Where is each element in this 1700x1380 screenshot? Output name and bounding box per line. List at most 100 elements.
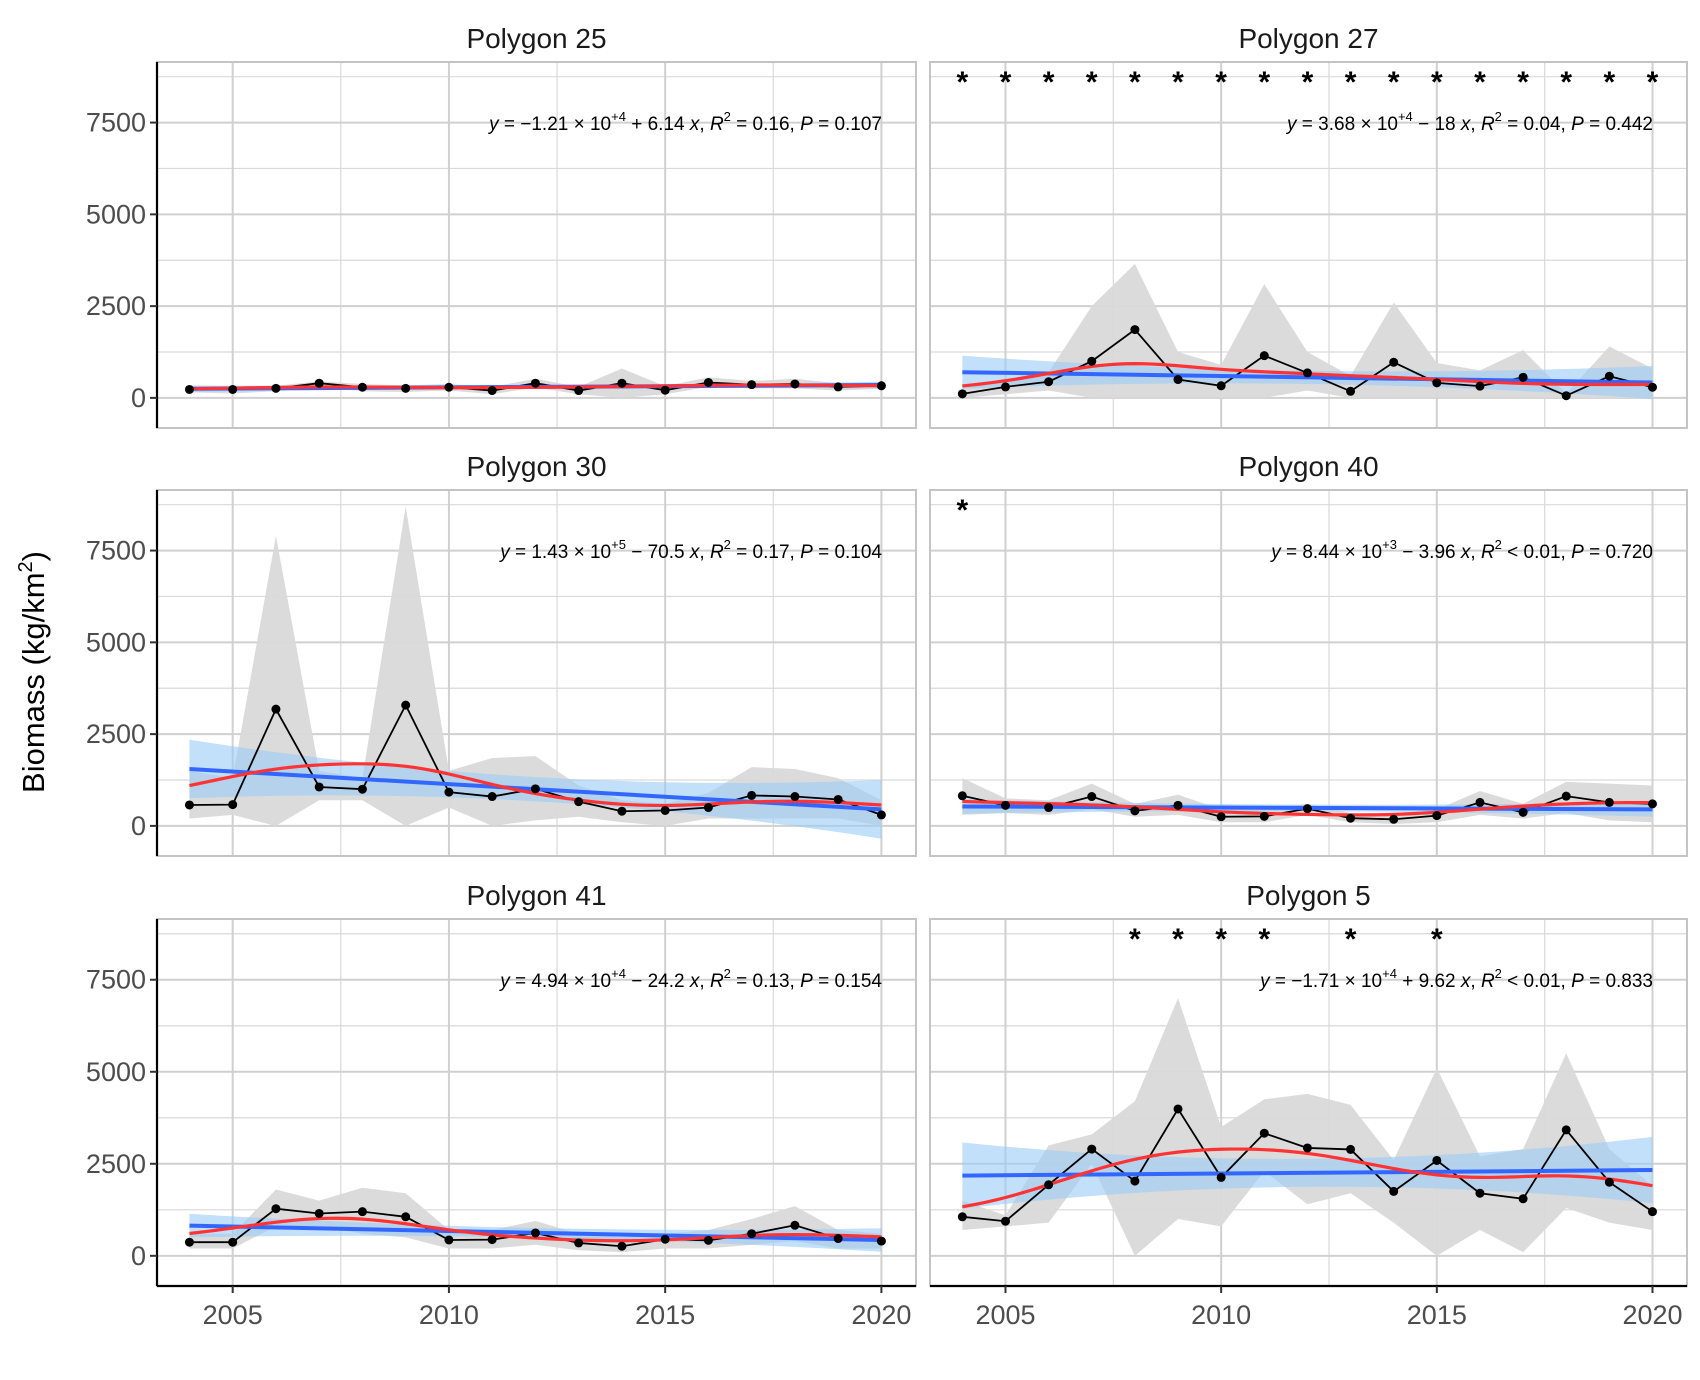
data-point bbox=[703, 377, 713, 387]
significance-asterisk: * bbox=[1517, 66, 1529, 99]
data-point bbox=[487, 792, 497, 802]
panel-polygon-5: Polygon 5 * * * * * * y = −1.71 × 10+4 + 9.62 x… bbox=[929, 880, 1688, 1330]
significance-asterisk: * bbox=[1172, 923, 1184, 956]
data-point bbox=[1173, 375, 1183, 385]
data-point bbox=[1518, 807, 1528, 817]
regression-equation: y = −1.71 × 10+4 + 9.62 x, R2 < 0.01, P … bbox=[1258, 966, 1653, 992]
data-point bbox=[747, 380, 757, 390]
significance-asterisk: * bbox=[1215, 66, 1227, 99]
data-point bbox=[1259, 351, 1269, 361]
data-point bbox=[660, 1234, 670, 1244]
data-point bbox=[184, 800, 194, 810]
y-tick-label: 2500 bbox=[86, 291, 146, 321]
panel-polygon-40: Polygon 40 * y = 8.44 × 10+3 − 3.96 x, R2 … bbox=[929, 451, 1688, 857]
data-point bbox=[1647, 799, 1657, 809]
significance-asterisk: * bbox=[1086, 66, 1098, 99]
data-point bbox=[1130, 1176, 1140, 1186]
panel-title: Polygon 40 bbox=[1238, 451, 1378, 482]
significance-asterisk: * bbox=[1647, 66, 1659, 99]
significance-asterisk: * bbox=[957, 494, 969, 527]
data-point bbox=[1216, 381, 1226, 391]
data-point bbox=[574, 797, 584, 807]
data-point bbox=[747, 1229, 757, 1239]
significance-asterisk: * bbox=[1000, 66, 1012, 99]
significance-asterisk: * bbox=[1560, 66, 1572, 99]
data-point bbox=[444, 787, 454, 797]
significance-asterisk: * bbox=[1431, 923, 1443, 956]
data-point bbox=[1216, 812, 1226, 822]
significance-asterisk: * bbox=[1345, 923, 1357, 956]
y-tick-label: 7500 bbox=[86, 965, 146, 995]
panel-title: Polygon 41 bbox=[466, 880, 606, 911]
loess-smooth-line bbox=[962, 799, 1653, 817]
regression-equation: y = 8.44 × 10+3 − 3.96 x, R2 < 0.01, P =… bbox=[1269, 537, 1653, 563]
y-tick-label: 2500 bbox=[86, 719, 146, 749]
data-point bbox=[357, 784, 367, 794]
data-point bbox=[1259, 811, 1269, 821]
data-point bbox=[1475, 381, 1485, 391]
data-point bbox=[228, 1237, 238, 1247]
regression-equation: y = 1.43 × 10+5 − 70.5 x, R2 = 0.17, P =… bbox=[498, 537, 882, 563]
significance-asterisk: * bbox=[1172, 66, 1184, 99]
x-tick-label: 2015 bbox=[1407, 1300, 1467, 1330]
significance-asterisk: * bbox=[1302, 66, 1314, 99]
data-point bbox=[487, 386, 497, 396]
y-tick-label: 5000 bbox=[86, 1057, 146, 1087]
data-point bbox=[1389, 357, 1399, 367]
significance-asterisk: * bbox=[1431, 66, 1443, 99]
panel-polygon-41: Polygon 41 y = 4.94 × 10+4 − 24.2 x, R2 =… bbox=[86, 880, 917, 1330]
significance-asterisk: * bbox=[957, 66, 969, 99]
x-tick-label: 2020 bbox=[851, 1300, 911, 1330]
data-point bbox=[1044, 803, 1054, 813]
data-point bbox=[530, 378, 540, 388]
data-point bbox=[1389, 1186, 1399, 1196]
data-point bbox=[1044, 1180, 1054, 1190]
y-tick-label: 7500 bbox=[86, 536, 146, 566]
data-point bbox=[876, 1236, 886, 1246]
panel-title: Polygon 25 bbox=[466, 23, 606, 54]
panel-title: Polygon 27 bbox=[1238, 23, 1378, 54]
data-point bbox=[703, 1235, 713, 1245]
data-point bbox=[1087, 1144, 1097, 1154]
data-point bbox=[1346, 1144, 1356, 1154]
data-point bbox=[660, 805, 670, 815]
y-tick-label: 7500 bbox=[86, 108, 146, 138]
data-point bbox=[1475, 797, 1485, 807]
data-point bbox=[271, 383, 281, 393]
data-point bbox=[184, 384, 194, 394]
data-point bbox=[184, 1237, 194, 1247]
data-point bbox=[228, 384, 238, 394]
observed-range-ribbon bbox=[962, 998, 1653, 1256]
x-tick-label: 2020 bbox=[1622, 1300, 1682, 1330]
panel-polygon-25: Polygon 25 y = −1.21 × 10+4 + 6.14 x, R2 … bbox=[86, 23, 917, 429]
data-point bbox=[1647, 1207, 1657, 1217]
regression-equation: y = 4.94 × 10+4 − 24.2 x, R2 = 0.13, P =… bbox=[498, 966, 882, 992]
data-point bbox=[1173, 1104, 1183, 1114]
data-point bbox=[1518, 1194, 1528, 1204]
data-point bbox=[1561, 791, 1571, 801]
data-point bbox=[1087, 356, 1097, 366]
data-point bbox=[574, 1238, 584, 1248]
data-point bbox=[1518, 372, 1528, 382]
panel-border bbox=[929, 489, 1688, 857]
y-tick-label: 5000 bbox=[86, 627, 146, 657]
data-point bbox=[1647, 382, 1657, 392]
x-tick-label: 2010 bbox=[419, 1300, 479, 1330]
data-point bbox=[530, 1228, 540, 1238]
x-tick-label: 2015 bbox=[635, 1300, 695, 1330]
data-point bbox=[357, 1207, 367, 1217]
data-point bbox=[617, 378, 627, 388]
data-point bbox=[401, 700, 411, 710]
data-point bbox=[833, 382, 843, 392]
data-point bbox=[1216, 1172, 1226, 1182]
data-point bbox=[1432, 378, 1442, 388]
data-point bbox=[1000, 382, 1010, 392]
x-tick-label: 2005 bbox=[975, 1300, 1035, 1330]
panel-polygon-30: Polygon 30 y = 1.43 × 10+5 − 70.5 x, R2 =… bbox=[86, 451, 917, 857]
data-point bbox=[1604, 797, 1614, 807]
data-point bbox=[1432, 1155, 1442, 1165]
significance-asterisk: * bbox=[1215, 923, 1227, 956]
data-point bbox=[314, 782, 324, 792]
panel-title: Polygon 30 bbox=[466, 451, 606, 482]
